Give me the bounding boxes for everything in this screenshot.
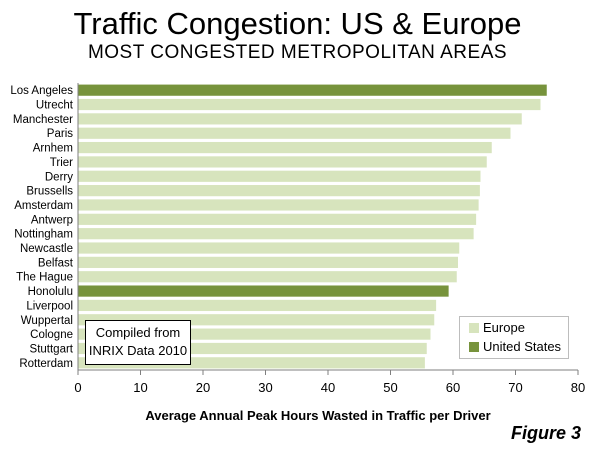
x-tick-label: 40	[321, 380, 335, 395]
bar-brussells	[78, 185, 480, 197]
note-box: Compiled from INRIX Data 2010	[85, 320, 191, 365]
x-tick-label: 20	[196, 380, 210, 395]
bar-liverpool	[78, 299, 437, 312]
category-label: Arnhem	[33, 143, 73, 155]
x-axis-label: Average Annual Peak Hours Wasted in Traf…	[145, 408, 490, 423]
x-tick-label: 0	[74, 380, 81, 395]
bar-los-angeles	[78, 84, 547, 96]
bar-belfast	[78, 256, 458, 268]
legend-item-europe: Europe	[469, 319, 525, 337]
category-label: Wuppertal	[21, 315, 73, 327]
category-label: Stuttgart	[30, 343, 74, 355]
bar-the-hague	[78, 271, 457, 283]
category-label: Liverpool	[26, 300, 73, 312]
category-label: Antwerp	[31, 214, 73, 226]
bar-honolulu	[78, 285, 449, 297]
x-tick-label: 50	[383, 380, 397, 395]
bar-amsterdam	[78, 199, 479, 211]
category-label: Utrecht	[36, 100, 74, 112]
bar-rotterdam	[78, 357, 425, 369]
bar-utrecht	[78, 98, 541, 111]
x-tick-label: 30	[258, 380, 272, 395]
x-tick-label: 70	[508, 380, 522, 395]
category-label: Rotterdam	[19, 358, 73, 370]
bar-nottingham	[78, 228, 474, 240]
bar-paris	[78, 127, 511, 139]
bar-antwerp	[78, 213, 477, 225]
category-label: Manchester	[13, 114, 73, 126]
legend-swatch-united-states	[469, 342, 479, 352]
bar-manchester	[78, 113, 522, 125]
category-label: Newcastle	[20, 243, 73, 255]
category-label: Los Angeles	[10, 85, 73, 97]
chart-subtitle: MOST CONGESTED METROPOLITAN AREAS	[87, 42, 508, 63]
category-labels: Los Angeles Utrecht Manchester Paris Arnhem T…	[10, 85, 73, 370]
figure-label: Figure 3	[510, 423, 581, 443]
x-tick-label: 80	[571, 380, 585, 395]
category-label: The Hague	[16, 272, 73, 284]
bar-wuppertal	[78, 314, 435, 326]
category-label: Amsterdam	[14, 200, 73, 212]
category-label: Paris	[47, 128, 73, 140]
bar-arnhem	[78, 141, 492, 154]
note-line-2: INRIX Data 2010	[88, 343, 188, 358]
bar-trier	[78, 156, 487, 168]
x-tick-label: 10	[133, 380, 147, 395]
category-label: Derry	[45, 171, 73, 183]
bar-newcastle	[78, 242, 460, 254]
bar-cologne	[78, 328, 431, 340]
legend-label-europe: Europe	[483, 320, 525, 335]
x-tick-label: 60	[446, 380, 460, 395]
bars-group	[78, 84, 547, 369]
x-axis-ticks: 0 10 20 30 40 50 60 70 80	[74, 370, 585, 395]
legend-label-united-states: United States	[483, 339, 562, 354]
legend-item-united-states: United States	[469, 338, 561, 356]
category-label: Brussells	[26, 186, 73, 198]
legend: Europe United States	[459, 316, 569, 359]
note-line-1: Compiled from	[95, 325, 181, 340]
legend-swatch-europe	[469, 323, 479, 333]
category-label: Nottingham	[14, 229, 73, 241]
category-label: Honolulu	[28, 286, 73, 298]
bar-derry	[78, 170, 481, 182]
category-label: Belfast	[38, 257, 74, 269]
category-label: Trier	[50, 157, 73, 169]
bar-stuttgart	[78, 342, 427, 355]
chart-title: Traffic Congestion: US & Europe	[73, 6, 522, 41]
category-label: Cologne	[30, 329, 73, 341]
